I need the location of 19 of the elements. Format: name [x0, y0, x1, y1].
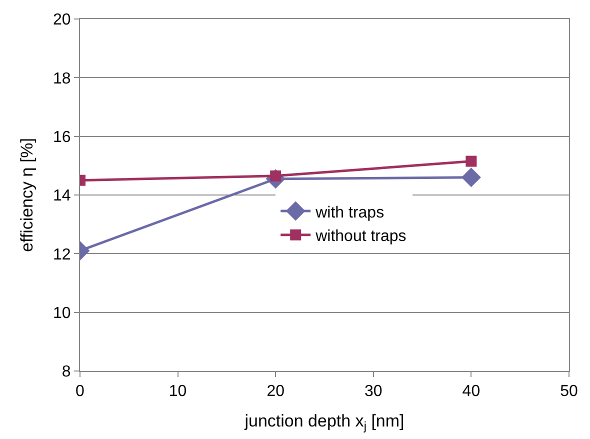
point: [461, 168, 481, 188]
x-tick-label: 50: [560, 383, 578, 400]
x-axis-title: junction depth x$_{j}$ [nm]: [244, 412, 404, 434]
legend-label: without traps: [314, 228, 406, 246]
x-tick-label: 40: [462, 383, 480, 400]
x-tick-label: 30: [364, 383, 382, 400]
y-tick-label: 18: [53, 70, 71, 88]
legend-label: with traps: [314, 204, 384, 222]
point: [466, 156, 477, 167]
y-tick-label: 8: [62, 364, 71, 381]
y-tick-label: 12: [53, 246, 71, 264]
y-tick-label: 16: [53, 128, 71, 146]
y-axis-title: efficiency η [%]: [18, 138, 37, 252]
x-tick-label: 20: [266, 383, 285, 400]
x-tick-label: 10: [168, 383, 187, 400]
y-tick-label: 20: [53, 12, 71, 29]
x-tick-label: 0: [76, 383, 85, 400]
y-tick-label: 14: [53, 188, 71, 205]
y-tick-label: 10: [53, 304, 71, 322]
